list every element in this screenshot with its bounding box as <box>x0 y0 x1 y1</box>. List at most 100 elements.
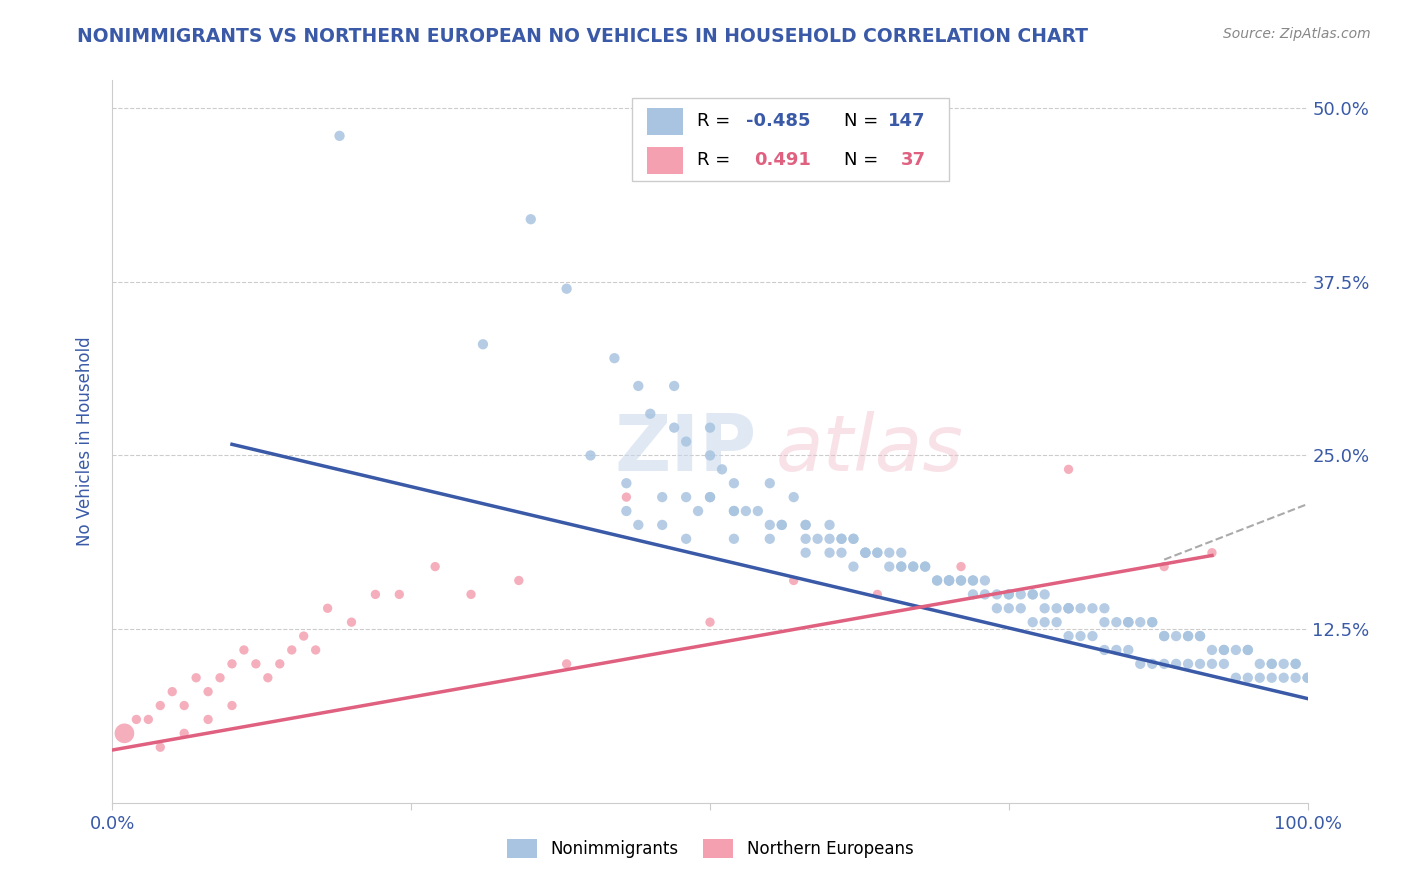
Point <box>699 490 721 504</box>
Point <box>1261 657 1284 671</box>
Point <box>747 504 769 518</box>
Point <box>1118 615 1140 630</box>
Point <box>866 546 889 560</box>
Point <box>173 698 195 713</box>
Text: R =: R = <box>697 112 735 130</box>
Point <box>1296 671 1319 685</box>
Point <box>1261 657 1284 671</box>
Point <box>1285 671 1308 685</box>
Point <box>1057 629 1080 643</box>
Point <box>962 587 984 601</box>
Point <box>1094 643 1116 657</box>
Point <box>664 379 686 393</box>
Point <box>890 559 912 574</box>
Point <box>1081 629 1104 643</box>
Point <box>316 601 339 615</box>
Point <box>962 574 984 588</box>
Point <box>149 698 172 713</box>
Point <box>1213 643 1236 657</box>
Point <box>340 615 363 630</box>
Point <box>1213 643 1236 657</box>
Point <box>1081 601 1104 615</box>
Point <box>831 532 853 546</box>
Point <box>1177 657 1199 671</box>
Point <box>890 559 912 574</box>
Point <box>782 490 804 504</box>
Point <box>1118 615 1140 630</box>
Point <box>998 601 1021 615</box>
Point <box>460 587 482 601</box>
Point <box>664 420 686 434</box>
Point <box>1201 643 1223 657</box>
Text: NONIMMIGRANTS VS NORTHERN EUROPEAN NO VEHICLES IN HOUSEHOLD CORRELATION CHART: NONIMMIGRANTS VS NORTHERN EUROPEAN NO VE… <box>77 27 1088 45</box>
Point <box>1105 615 1128 630</box>
Point <box>675 490 697 504</box>
Point <box>1272 657 1295 671</box>
Point <box>759 517 782 532</box>
Point <box>1070 629 1092 643</box>
Point <box>735 504 758 518</box>
Point <box>364 587 387 601</box>
Point <box>842 532 865 546</box>
Legend: Nonimmigrants, Northern Europeans: Nonimmigrants, Northern Europeans <box>498 830 922 867</box>
Point <box>1033 615 1056 630</box>
Point <box>1296 671 1319 685</box>
Point <box>914 559 936 574</box>
Point <box>627 517 650 532</box>
Point <box>329 128 352 143</box>
Point <box>723 504 745 518</box>
Point <box>759 532 782 546</box>
Point <box>269 657 291 671</box>
Point <box>675 532 697 546</box>
Point <box>879 559 901 574</box>
Point <box>245 657 267 671</box>
Point <box>927 574 949 588</box>
Text: 0.491: 0.491 <box>754 152 811 169</box>
Point <box>1033 587 1056 601</box>
Text: N =: N = <box>844 112 884 130</box>
Point <box>1237 643 1260 657</box>
Point <box>1057 601 1080 615</box>
Point <box>974 587 997 601</box>
Point <box>1189 629 1212 643</box>
Point <box>699 449 721 463</box>
Point <box>1261 671 1284 685</box>
Point <box>903 559 925 574</box>
Point <box>1142 615 1164 630</box>
Point <box>950 574 973 588</box>
Point <box>998 587 1021 601</box>
Point <box>986 587 1008 601</box>
Point <box>651 490 673 504</box>
Text: atlas: atlas <box>776 410 963 487</box>
Point <box>603 351 626 366</box>
Point <box>986 601 1008 615</box>
Point <box>1118 615 1140 630</box>
Point <box>855 546 877 560</box>
Point <box>914 559 936 574</box>
Point <box>1010 587 1032 601</box>
Point <box>794 517 817 532</box>
Point <box>1033 601 1056 615</box>
Point <box>1022 587 1045 601</box>
Bar <box>647 147 682 174</box>
Point <box>651 517 673 532</box>
Point <box>1153 559 1175 574</box>
Point <box>1225 643 1247 657</box>
Text: N =: N = <box>844 152 890 169</box>
Point <box>472 337 495 351</box>
Point <box>950 559 973 574</box>
Point <box>1153 657 1175 671</box>
Text: Source: ZipAtlas.com: Source: ZipAtlas.com <box>1223 27 1371 41</box>
Point <box>723 532 745 546</box>
Point <box>1070 601 1092 615</box>
Point <box>938 574 960 588</box>
Text: R =: R = <box>697 152 741 169</box>
Point <box>197 684 219 698</box>
Point <box>842 532 865 546</box>
Point <box>1189 657 1212 671</box>
Point <box>125 713 148 727</box>
Point <box>616 490 638 504</box>
Point <box>1142 615 1164 630</box>
Point <box>938 574 960 588</box>
Point <box>388 587 411 601</box>
